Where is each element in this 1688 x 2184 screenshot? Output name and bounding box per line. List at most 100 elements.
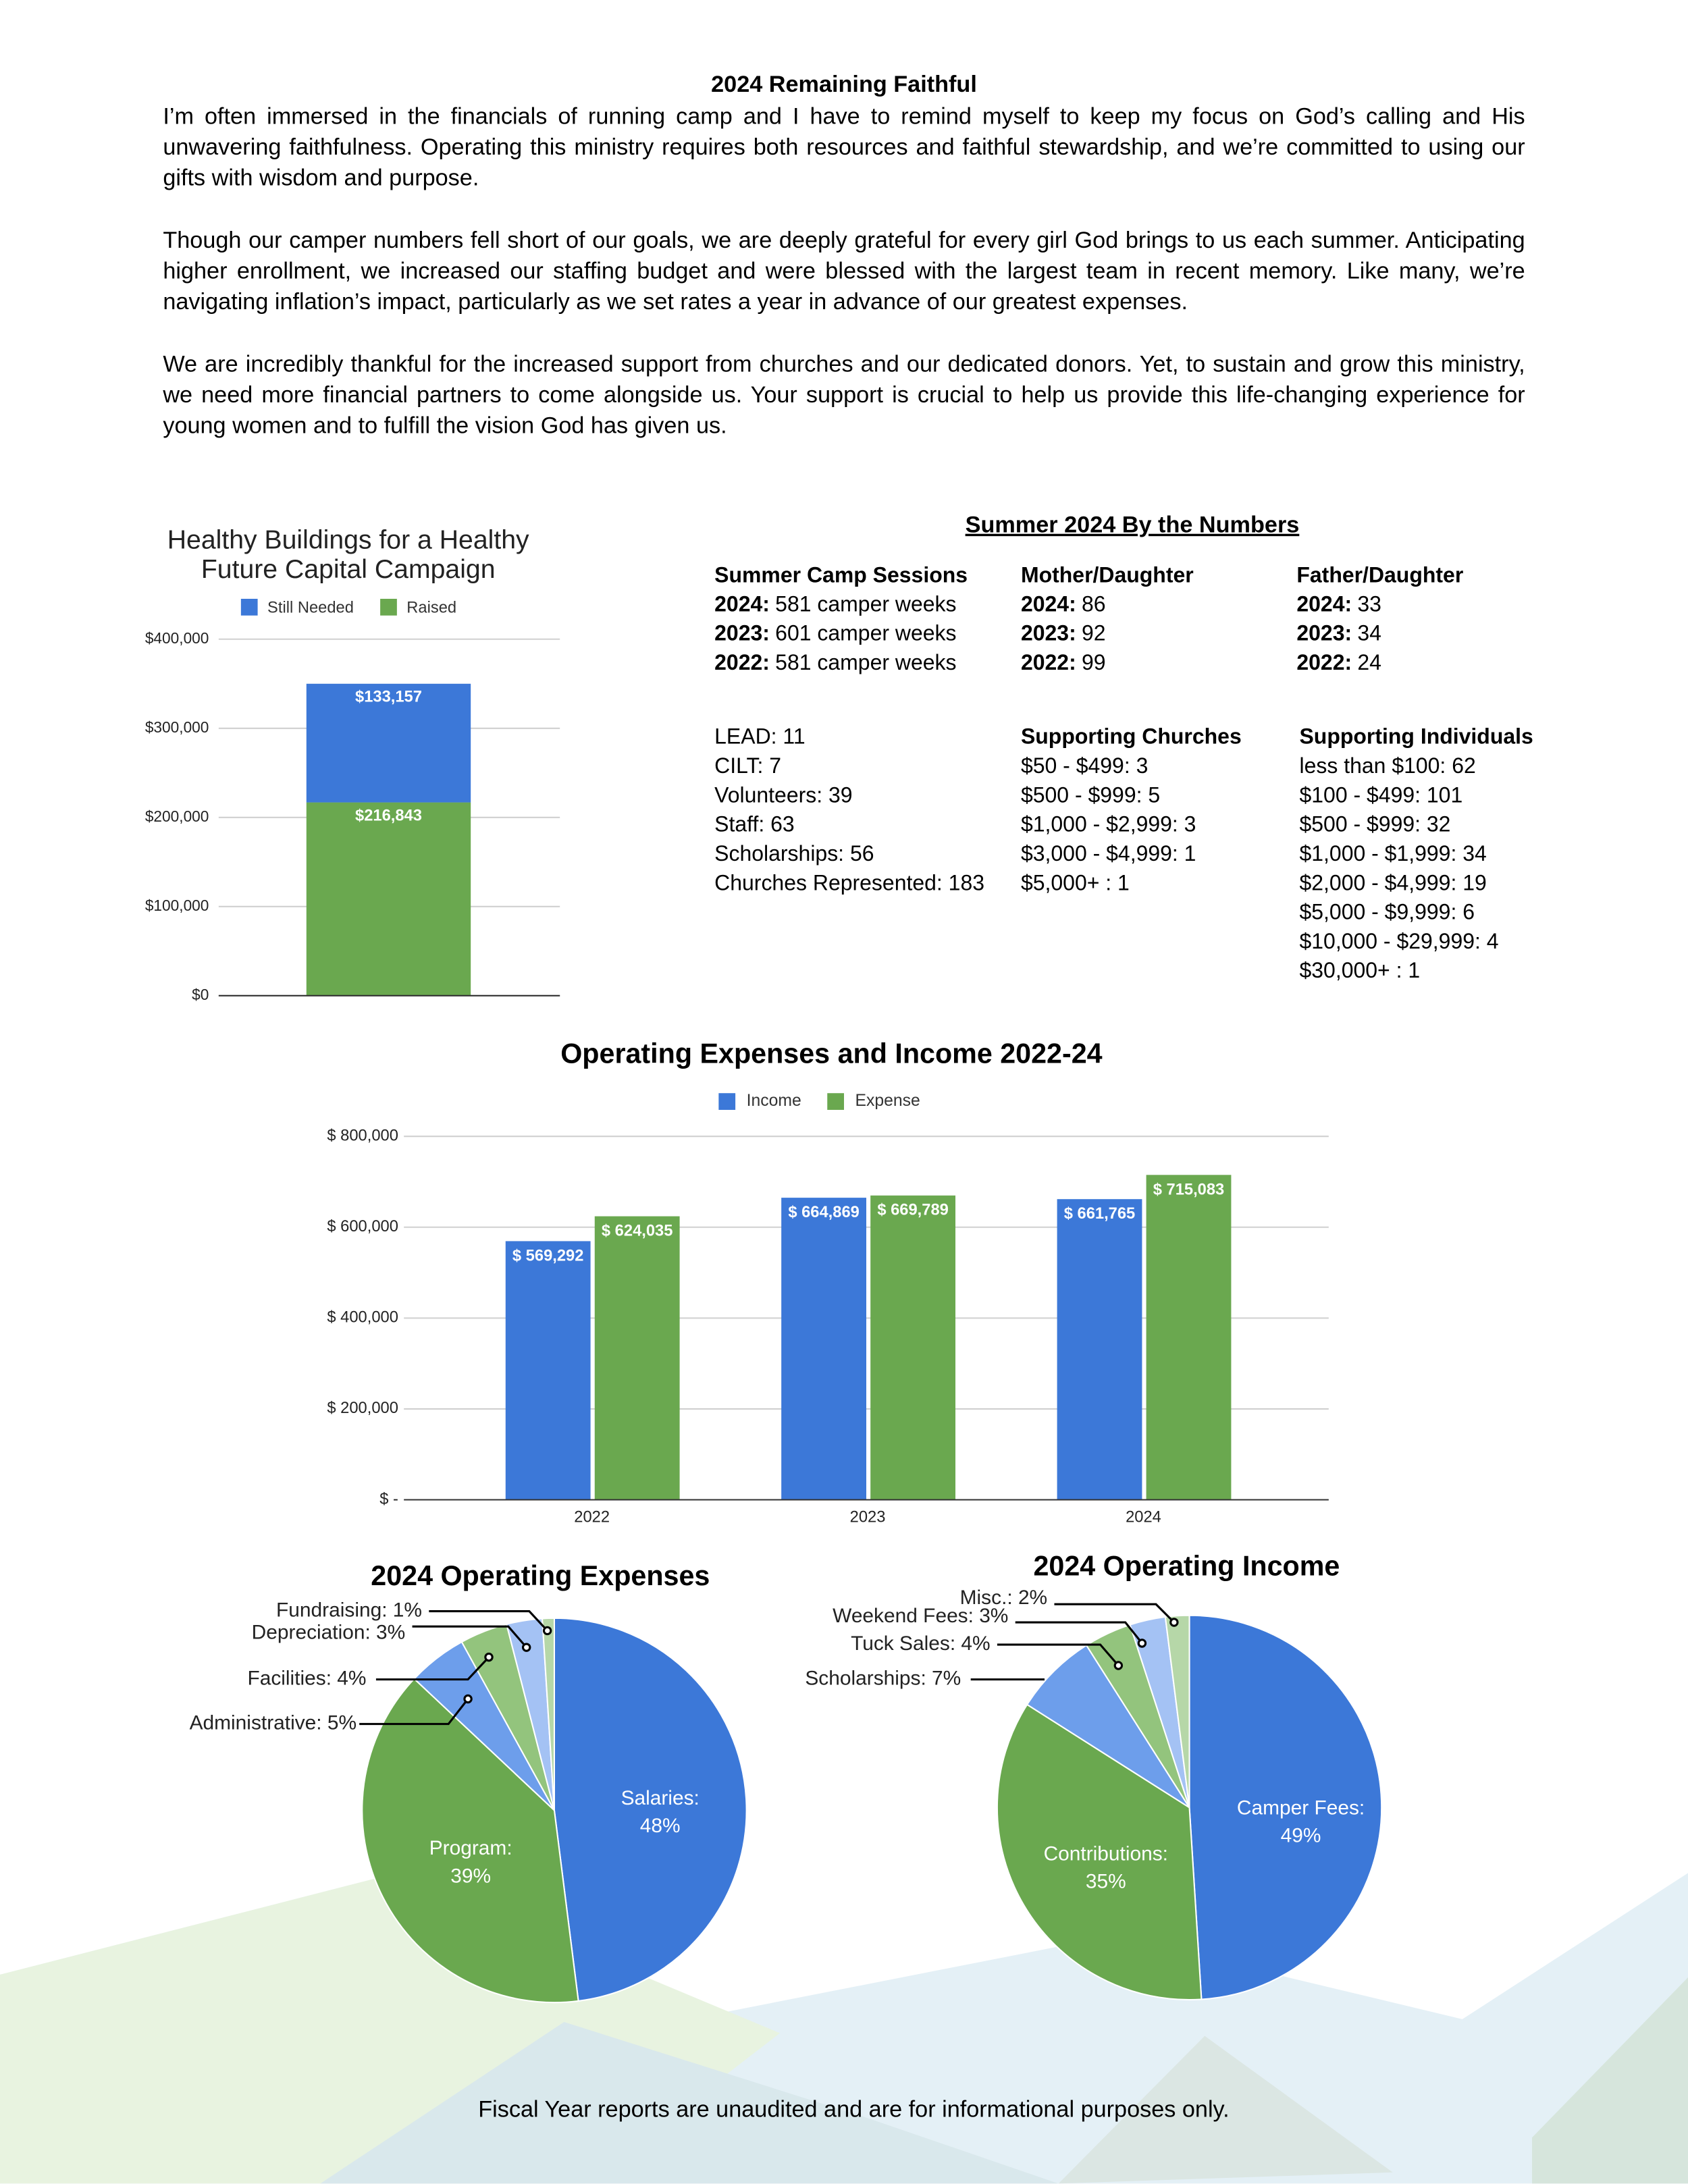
- y-tick-label: $ 600,000: [327, 1218, 398, 1235]
- list-row: Churches Represented: 183: [714, 870, 984, 895]
- background: [0, 1873, 1688, 2184]
- slice-label: Salaries:: [621, 1787, 700, 1809]
- leader-dot: [1137, 1639, 1147, 1648]
- list-row: $5,000+ : 1: [1021, 870, 1130, 895]
- list-row: $50 - $499: 3: [1021, 753, 1148, 778]
- pie-slice: [361, 1678, 579, 2004]
- stat-row: 2022: 24: [1296, 650, 1381, 674]
- list-row: $3,000 - $4,999: 1: [1021, 841, 1196, 865]
- stat-value: 601 camper weeks: [775, 621, 956, 645]
- legend-label: Expense: [855, 1092, 920, 1110]
- stat-value: 33: [1357, 592, 1381, 616]
- slice-label: Misc.: 2%: [960, 1587, 1048, 1609]
- leader-dot: [521, 1643, 531, 1652]
- paragraph: We are incredibly thankful for the incre…: [163, 350, 1525, 439]
- stat-label: 2022:: [714, 650, 770, 674]
- y-tick-label: $0: [192, 986, 209, 1003]
- list-row: $100 - $499: 101: [1299, 782, 1462, 807]
- slice-value: 7%: [932, 1668, 961, 1690]
- stat-row: 2023: 601 camper weeks: [714, 621, 956, 645]
- bar: [781, 1198, 866, 1500]
- slice-label: Administrative: 5%: [190, 1712, 357, 1734]
- slice-value: 4%: [961, 1632, 990, 1655]
- slice-category: Facilities:: [247, 1668, 332, 1690]
- pie-slice: [1188, 1614, 1383, 2000]
- list-row: $2,000 - $4,999: 19: [1299, 870, 1486, 895]
- value-label: $ 569,292: [512, 1247, 584, 1264]
- x-tick-label: 2023: [850, 1509, 886, 1526]
- y-tick-label: $ -: [379, 1491, 398, 1508]
- y-tick-label: $ 400,000: [327, 1309, 398, 1327]
- value-label: $ 669,789: [877, 1202, 949, 1219]
- list-row: $30,000+ : 1: [1299, 958, 1420, 982]
- legend-swatch: [827, 1093, 844, 1110]
- slice-category: Fundraising:: [276, 1599, 388, 1621]
- slice-category: Misc.:: [960, 1587, 1013, 1609]
- x-tick-label: 2024: [1126, 1509, 1161, 1526]
- slice-label: Depreciation: 3%: [252, 1621, 406, 1643]
- y-tick-label: $ 200,000: [327, 1400, 398, 1417]
- bar-segment: [306, 683, 471, 803]
- column-heading: Father/Daughter: [1296, 562, 1463, 587]
- list-row: $500 - $999: 32: [1299, 812, 1450, 836]
- leader-dot: [1169, 1618, 1179, 1627]
- stat-label: 2023:: [1021, 621, 1076, 645]
- leader-line: [359, 1698, 469, 1726]
- slice-value: 4%: [337, 1668, 366, 1690]
- y-tick-label: $200,000: [145, 807, 209, 825]
- legend-label: Still Needed: [267, 600, 354, 617]
- pie-slice: [541, 1617, 555, 1811]
- value-label: $133,157: [355, 689, 422, 706]
- list-row: Scholarships: 56: [714, 841, 874, 865]
- bar: [1057, 1199, 1142, 1500]
- x-tick-label: 2022: [574, 1509, 610, 1526]
- slice-value: 48%: [640, 1815, 681, 1837]
- bar: [1146, 1175, 1232, 1500]
- stat-row: 2022: 99: [1021, 650, 1106, 674]
- stat-row: 2024: 581 camper weeks: [714, 592, 956, 616]
- y-tick-label: $100,000: [145, 897, 209, 914]
- stat-row: 2022: 581 camper weeks: [714, 650, 956, 674]
- list-row: $10,000 - $29,999: 4: [1299, 929, 1498, 953]
- slice-value: 3%: [376, 1621, 405, 1643]
- slice-category: Depreciation:: [252, 1621, 371, 1643]
- stat-value: 99: [1082, 650, 1106, 674]
- stat-label: 2022:: [1021, 650, 1076, 674]
- bar: [870, 1195, 956, 1500]
- chart-title: Healthy Buildings for a Healthy Future C…: [167, 526, 529, 585]
- slice-label: Contributions:: [1044, 1842, 1168, 1865]
- slice-category: Tuck Sales:: [851, 1632, 955, 1655]
- slice-label: Camper Fees:: [1237, 1796, 1365, 1819]
- legend-swatch: [718, 1093, 736, 1110]
- value-label: $ 715,083: [1153, 1181, 1225, 1198]
- footer: Fiscal Year reports are unaudited and ar…: [478, 2096, 1230, 2123]
- value-label: $ 624,035: [602, 1223, 673, 1240]
- leader-dot: [1113, 1661, 1124, 1670]
- leader-line: [1015, 1621, 1143, 1644]
- bar: [505, 1241, 591, 1500]
- slice-label: Weekend Fees: 3%: [833, 1605, 1008, 1627]
- doc-title: 2024 Remaining Faithful: [711, 71, 977, 98]
- value-label: $216,843: [355, 807, 422, 824]
- leader-line: [412, 1625, 527, 1649]
- stat-value: 24: [1357, 650, 1381, 674]
- list-row: $5,000 - $9,999: 6: [1299, 900, 1475, 924]
- chart-title: 2024 Operating Expenses: [371, 1560, 710, 1591]
- slice-value: 39%: [450, 1865, 491, 1887]
- slice-label: Tuck Sales: 4%: [851, 1632, 991, 1655]
- stat-label: 2024:: [1021, 592, 1076, 616]
- leader-line: [429, 1609, 548, 1632]
- slice-category: Weekend Fees:: [833, 1605, 974, 1627]
- stat-row: 2023: 92: [1021, 621, 1106, 645]
- list-row: $1,000 - $2,999: 3: [1021, 812, 1196, 836]
- slice-label: Fundraising: 1%: [276, 1599, 422, 1621]
- list-row: Staff: 63: [714, 812, 795, 836]
- chart-title: 2024 Operating Income: [1033, 1550, 1340, 1581]
- bar: [594, 1216, 680, 1500]
- column-heading: Mother/Daughter: [1021, 562, 1194, 587]
- value-label: $ 664,869: [788, 1204, 860, 1221]
- stat-row: 2023: 34: [1296, 621, 1381, 645]
- stat-label: 2022:: [1296, 650, 1352, 674]
- slice-value: 1%: [393, 1599, 422, 1621]
